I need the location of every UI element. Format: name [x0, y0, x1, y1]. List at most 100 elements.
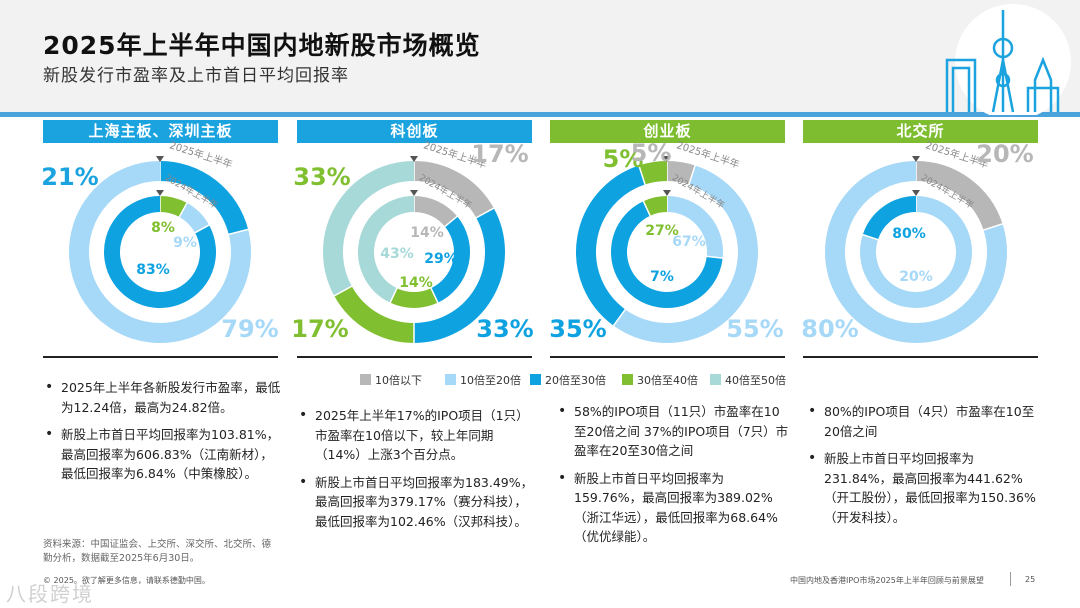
slice-separator [612, 308, 627, 327]
report-title: 中国内地及香港IPO市场2025年上半年回顾与前景展望 [790, 576, 984, 585]
inner-data-label: 29% [424, 251, 458, 267]
inner-ring-slice [860, 196, 972, 308]
gem-notes: 58%的IPO项目（11只）市盈率在10至20倍之间 37%的IPO项目（7只）… [556, 402, 792, 555]
legend-swatch [530, 374, 541, 385]
legend-item: 30倍至40倍 [622, 372, 698, 388]
slice-separator [389, 286, 399, 304]
ring-marker-icon [410, 156, 418, 162]
legend-swatch [710, 374, 721, 385]
inner-data-label: 67% [672, 234, 706, 250]
inner-ring-slice [413, 196, 458, 227]
page-title: 2025年上半年中国内地新股市场概览 [43, 31, 481, 60]
legend-swatch [622, 374, 633, 385]
slice-separator [642, 200, 652, 217]
slice-separator [861, 233, 880, 241]
slice-separator [637, 164, 647, 186]
outer-ring-slice [613, 165, 758, 343]
star-market-notes: 2025年上半年17%的IPO项目（1只）市盈率在10倍以下，较上年同期（14%… [297, 406, 535, 539]
copyright: © 2025。欲了解更多信息，请联系德勤中国。 [43, 576, 210, 585]
slice-separator [429, 286, 439, 304]
outer-ring-slice [576, 165, 646, 326]
header-gem: 创业板 [550, 120, 785, 143]
slice-separator [443, 215, 459, 228]
slice-separator [982, 222, 1004, 232]
note-item: 新股上市首日平均回报率为103.81%，最高回报率为606.83%（江南新材），… [43, 425, 283, 484]
outer-data-label: 80% [801, 315, 858, 343]
inner-data-label: 43% [380, 246, 414, 262]
legend-item: 10倍至20倍 [445, 372, 521, 388]
ring-marker-icon [912, 190, 920, 196]
outer-data-label: 5% [603, 145, 644, 173]
note-item: 80%的IPO项目（4只）市盈率在10至20倍之间 [806, 402, 1042, 441]
divider [43, 356, 278, 358]
legend-item: 10倍以下 [360, 372, 422, 388]
legend-item: 40倍至50倍 [710, 372, 786, 388]
outer-data-label: 35% [549, 315, 606, 343]
slice-separator [193, 223, 211, 234]
legend-swatch [445, 374, 456, 385]
inner-ring-slice [358, 196, 415, 303]
outer-ring-slice [323, 161, 415, 296]
legend-label: 30倍至40倍 [637, 374, 698, 387]
inner-ring-slice [178, 202, 210, 234]
outer-data-label: 33% [476, 315, 533, 343]
slice-separator [474, 207, 495, 219]
outer-ring-slice [334, 285, 415, 343]
inner-ring-slice [104, 196, 216, 308]
divider [297, 356, 532, 358]
slice-separator [687, 164, 697, 186]
inner-ring-slice [611, 201, 723, 308]
legend-label: 40倍至50倍 [725, 374, 786, 387]
slice-separator [227, 228, 250, 236]
outer-ring-slice [915, 161, 1003, 231]
inner-ring-slice [159, 196, 187, 218]
divider [550, 356, 785, 358]
outer-data-label: 5% [631, 139, 672, 167]
outer-ring-slice [413, 208, 505, 343]
outer-data-label: 55% [726, 315, 783, 343]
slice-separator [705, 255, 724, 259]
outer-ring-slice [638, 161, 668, 185]
note-item: 新股上市首日平均回报率为183.49%，最高回报率为379.17%（赛分科技），… [297, 473, 535, 532]
divider [803, 356, 1038, 358]
note-item: 新股上市首日平均回报率为159.76%，最高回报率为389.02%（浙江华远），… [556, 469, 792, 547]
inner-ring-slice [430, 216, 470, 303]
ring-marker-icon [156, 156, 164, 162]
inner-data-label: 14% [399, 275, 433, 291]
slice-separator [333, 285, 354, 297]
ring-marker-icon [156, 190, 164, 196]
inner-data-label: 83% [136, 262, 170, 278]
watermark: 八段跨境 [6, 582, 94, 606]
outer-data-label: 17% [291, 315, 348, 343]
legend-label: 20倍至30倍 [545, 374, 606, 387]
page-number: 25 [1025, 575, 1036, 584]
note-item: 新股上市首日平均回报率为231.84%，最高回报率为441.62%（开工股份），… [806, 449, 1042, 527]
outer-data-label: 79% [221, 315, 278, 343]
legend-swatch [360, 374, 371, 385]
page-subtitle: 新股发行市盈率及上市首日平均回报率 [43, 66, 349, 86]
header-main-board: 上海主板、深圳主板 [43, 120, 278, 143]
inner-data-label: 80% [892, 226, 926, 242]
outer-data-label: 20% [976, 140, 1033, 168]
footer-separator [1010, 572, 1011, 586]
outer-ring-slice [413, 161, 494, 219]
ring-marker-icon [912, 156, 920, 162]
note-item: 58%的IPO项目（11只）市盈率在10至20倍之间 37%的IPO项目（7只）… [556, 402, 792, 461]
slice-separator [178, 201, 189, 219]
legend-item: 20倍至30倍 [530, 372, 606, 388]
header-bse: 北交所 [803, 120, 1038, 143]
inner-data-label: 7% [650, 269, 674, 285]
inner-data-label: 8% [151, 220, 175, 236]
main-board-notes: 2025年上半年各新股发行市盈率，最低为12.24倍，最高为24.82倍。 新股… [43, 378, 283, 492]
outer-data-label: 17% [471, 140, 528, 168]
outer-ring-slice [666, 161, 696, 185]
inner-data-label: 14% [410, 225, 444, 241]
outer-ring-slice [159, 161, 249, 235]
outer-ring-slice [69, 161, 251, 343]
bse-notes: 80%的IPO项目（4只）市盈率在10至20倍之间 新股上市首日平均回报率为23… [806, 402, 1042, 535]
data-source: 资料来源：中国证监会、上交所、深交所、北交所、德勤分析，数据截至2025年6月3… [43, 539, 272, 564]
header-band [0, 0, 1080, 112]
inner-data-label: 9% [173, 235, 197, 251]
note-item: 2025年上半年各新股发行市盈率，最低为12.24倍，最高为24.82倍。 [43, 378, 283, 417]
